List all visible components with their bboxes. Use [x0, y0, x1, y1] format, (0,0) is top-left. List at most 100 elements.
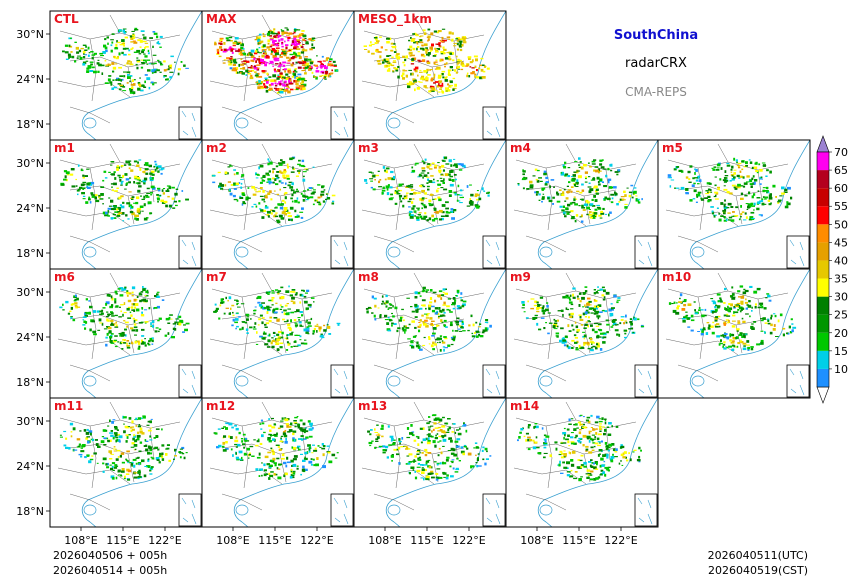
- radar-echo: [585, 309, 589, 312]
- radar-echo: [733, 169, 737, 171]
- radar-echo: [279, 89, 283, 92]
- radar-echo: [245, 318, 249, 321]
- radar-echo: [410, 189, 414, 191]
- radar-echo: [372, 188, 376, 191]
- radar-echo: [481, 331, 485, 334]
- radar-echo: [336, 322, 341, 325]
- map-panel: m10: [657, 268, 811, 399]
- radar-echo: [675, 311, 680, 315]
- radar-echo: [445, 201, 449, 204]
- radar-echo: [329, 61, 332, 63]
- radar-echo: [97, 59, 100, 61]
- radar-echo: [238, 63, 241, 67]
- radar-echo: [417, 46, 420, 48]
- radar-echo: [268, 63, 271, 65]
- radar-echo: [277, 31, 280, 34]
- radar-echo: [419, 295, 422, 297]
- radar-echo: [715, 304, 718, 307]
- radar-echo: [748, 203, 753, 207]
- radar-echo: [63, 444, 67, 447]
- radar-echo: [625, 314, 627, 318]
- radar-echo: [408, 213, 412, 217]
- radar-echo: [740, 339, 742, 343]
- radar-echo: [741, 168, 744, 171]
- radar-echo: [279, 88, 284, 90]
- radar-echo: [582, 331, 585, 333]
- radar-echo: [248, 52, 251, 55]
- radar-echo: [135, 329, 139, 332]
- radar-echo: [218, 55, 222, 58]
- radar-echo: [434, 437, 438, 440]
- radar-echo: [311, 37, 316, 40]
- radar-echo: [293, 31, 296, 34]
- radar-echo: [133, 298, 137, 302]
- radar-echo: [599, 288, 603, 291]
- radar-echo: [107, 439, 110, 443]
- radar-echo: [65, 178, 68, 182]
- province-border: [109, 143, 121, 163]
- panel-background: [506, 140, 658, 269]
- radar-echo: [566, 345, 569, 348]
- radar-echo: [433, 422, 437, 425]
- radar-echo: [68, 447, 71, 450]
- radar-echo: [421, 77, 424, 80]
- radar-echo: [414, 81, 417, 83]
- radar-echo: [157, 189, 161, 192]
- radar-echo: [272, 311, 275, 314]
- radar-echo: [292, 33, 295, 35]
- radar-echo: [417, 208, 420, 211]
- coastline: [233, 11, 354, 140]
- radar-echo: [450, 208, 454, 211]
- radar-echo: [235, 71, 238, 74]
- radar-echo: [175, 318, 180, 320]
- radar-echo: [179, 320, 184, 324]
- radar-echo: [782, 327, 786, 330]
- radar-echo: [128, 167, 131, 170]
- radar-echo: [300, 429, 304, 432]
- radar-echo: [398, 319, 402, 322]
- radar-echo: [127, 160, 132, 162]
- radar-echo: [718, 212, 720, 215]
- province-border: [717, 143, 729, 163]
- radar-echo: [456, 307, 461, 310]
- radar-echo: [280, 38, 284, 41]
- radar-echo: [163, 60, 166, 63]
- radar-echo: [539, 304, 542, 306]
- radar-echo: [438, 169, 442, 172]
- radar-echo: [126, 294, 129, 297]
- radar-echo: [82, 319, 85, 321]
- scs-inset-coast: [333, 110, 349, 138]
- radar-echo: [683, 316, 685, 319]
- radar-echo: [261, 179, 266, 182]
- radar-echo: [567, 189, 572, 191]
- radar-echo: [414, 215, 416, 217]
- radar-echo: [725, 319, 730, 321]
- radar-echo: [102, 462, 105, 465]
- radar-echo: [291, 218, 293, 222]
- radar-echo: [286, 337, 289, 339]
- radar-echo: [414, 291, 418, 295]
- radar-echo: [126, 340, 130, 342]
- radar-echo: [258, 318, 262, 321]
- radar-echo: [252, 328, 257, 330]
- radar-echo: [535, 193, 538, 196]
- radar-echo: [77, 55, 81, 57]
- radar-echo: [151, 320, 155, 324]
- radar-echo: [441, 82, 444, 86]
- radar-echo: [610, 169, 613, 172]
- radar-echo: [301, 49, 305, 52]
- radar-echo: [640, 325, 645, 328]
- radar-echo: [777, 201, 781, 203]
- radar-echo: [567, 308, 570, 311]
- radar-echo: [578, 344, 581, 348]
- radar-echo: [124, 36, 128, 39]
- radar-echo: [595, 346, 598, 350]
- radar-echo: [421, 304, 424, 306]
- radar-echo: [430, 78, 434, 82]
- radar-echo: [284, 80, 287, 83]
- radar-echo: [243, 62, 247, 64]
- radar-echo: [102, 307, 106, 309]
- radar-echo: [401, 327, 405, 330]
- radar-echo: [460, 292, 463, 295]
- radar-echo: [113, 55, 115, 58]
